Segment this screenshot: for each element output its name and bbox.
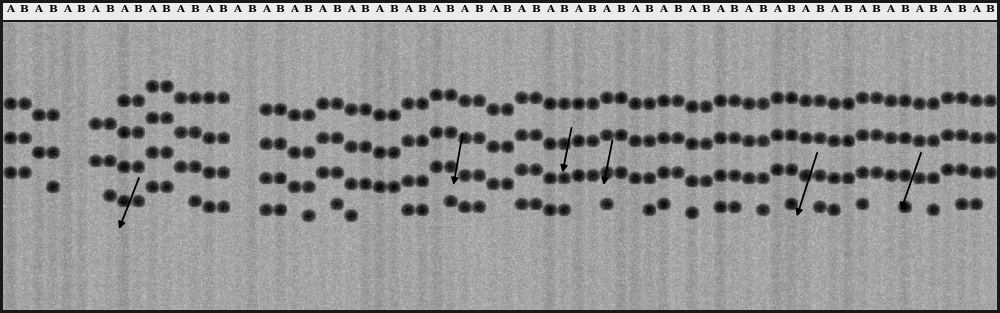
Text: A: A (887, 6, 895, 14)
Text: B: B (701, 6, 710, 14)
Text: A: A (943, 6, 951, 14)
Text: A: A (375, 6, 383, 14)
Text: A: A (404, 6, 412, 14)
Text: B: B (730, 6, 739, 14)
Text: B: B (474, 6, 483, 14)
Text: A: A (688, 6, 696, 14)
Text: A: A (318, 6, 326, 14)
Text: B: B (872, 6, 881, 14)
Text: B: B (645, 6, 654, 14)
Text: A: A (34, 6, 42, 14)
Text: A: A (801, 6, 809, 14)
Text: A: A (602, 6, 610, 14)
Text: B: B (133, 6, 142, 14)
Text: A: A (546, 6, 554, 14)
Text: B: B (247, 6, 256, 14)
Text: A: A (233, 6, 241, 14)
Text: A: A (262, 6, 270, 14)
Text: A: A (773, 6, 781, 14)
Text: B: B (758, 6, 767, 14)
Text: A: A (347, 6, 355, 14)
Text: A: A (915, 6, 923, 14)
Text: B: B (929, 6, 938, 14)
Text: A: A (574, 6, 582, 14)
Text: B: B (843, 6, 852, 14)
Text: A: A (716, 6, 724, 14)
Text: A: A (91, 6, 99, 14)
Text: B: B (673, 6, 682, 14)
Text: A: A (148, 6, 156, 14)
Text: B: B (332, 6, 341, 14)
Text: B: B (815, 6, 824, 14)
Text: A: A (517, 6, 525, 14)
Text: B: B (787, 6, 796, 14)
Text: B: B (446, 6, 455, 14)
Text: B: B (985, 6, 994, 14)
Text: B: B (190, 6, 199, 14)
Text: B: B (588, 6, 597, 14)
Text: A: A (858, 6, 866, 14)
Text: B: B (77, 6, 86, 14)
Text: B: B (417, 6, 426, 14)
Text: B: B (20, 6, 29, 14)
Text: B: B (900, 6, 909, 14)
Text: A: A (631, 6, 639, 14)
Text: B: B (275, 6, 284, 14)
Text: A: A (972, 6, 980, 14)
Text: B: B (105, 6, 114, 14)
Text: B: B (48, 6, 57, 14)
Text: A: A (176, 6, 184, 14)
Text: A: A (290, 6, 298, 14)
Text: B: B (361, 6, 370, 14)
Text: A: A (744, 6, 753, 14)
Text: B: B (503, 6, 512, 14)
Text: B: B (219, 6, 228, 14)
Text: B: B (389, 6, 398, 14)
Text: B: B (957, 6, 966, 14)
Text: A: A (63, 6, 71, 14)
Text: B: B (616, 6, 625, 14)
Text: A: A (205, 6, 213, 14)
Text: B: B (162, 6, 171, 14)
Text: A: A (659, 6, 667, 14)
Text: A: A (460, 6, 468, 14)
Text: B: B (559, 6, 568, 14)
Text: A: A (489, 6, 497, 14)
Text: B: B (531, 6, 540, 14)
Text: A: A (120, 6, 128, 14)
Text: A: A (830, 6, 838, 14)
Text: A: A (6, 6, 14, 14)
Text: A: A (432, 6, 440, 14)
Text: B: B (304, 6, 313, 14)
